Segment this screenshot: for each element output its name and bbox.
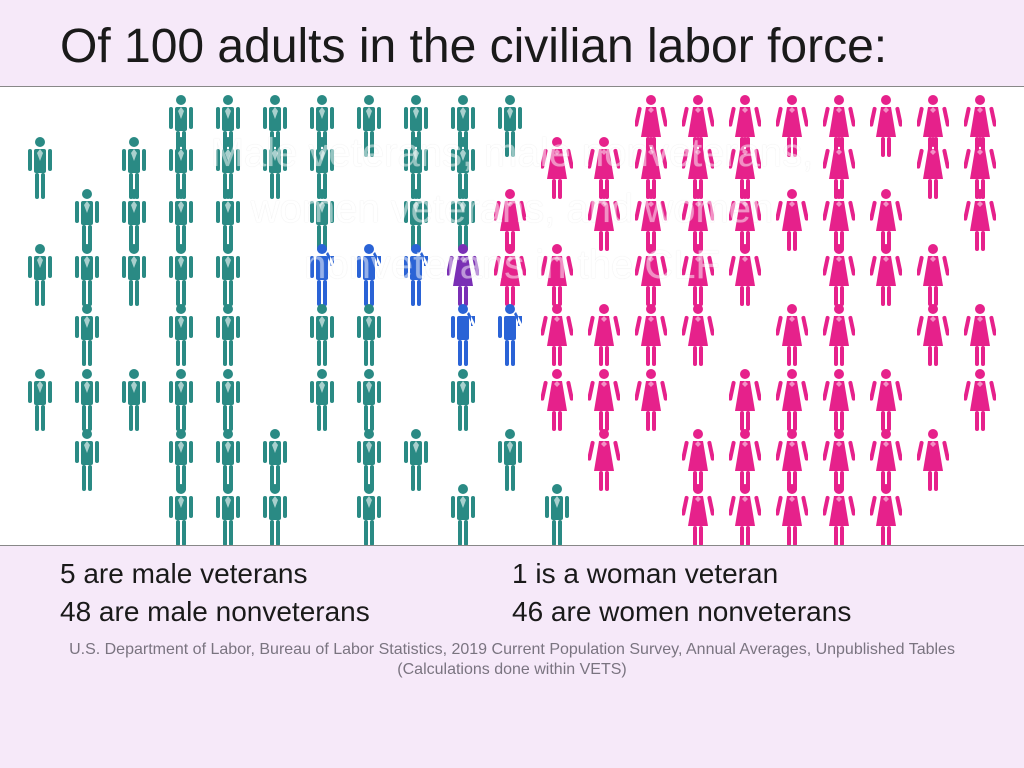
- female-nonvet-icon: [964, 367, 996, 437]
- legend-female-nonvet: 46 are women nonveterans: [512, 596, 964, 628]
- legend-female-vet: 1 is a woman veteran: [512, 558, 964, 590]
- infographic-page: Of 100 adults in the civilian labor forc…: [0, 0, 1024, 768]
- icon-cloud: [0, 87, 1024, 545]
- male-nonvet-icon: [494, 427, 526, 497]
- female-nonvet-icon: [541, 367, 573, 437]
- female-nonvet-icon: [682, 302, 714, 372]
- male-vet-icon: [494, 302, 526, 372]
- male-nonvet-icon: [24, 242, 56, 312]
- female-nonvet-icon: [823, 302, 855, 372]
- female-nonvet-icon: [870, 242, 902, 312]
- male-nonvet-icon: [212, 482, 244, 546]
- female-nonvet-icon: [729, 482, 761, 546]
- legend-col-female: 1 is a woman veteran 46 are women nonvet…: [512, 558, 964, 634]
- legend-col-male: 5 are male veterans 48 are male nonveter…: [60, 558, 512, 634]
- male-nonvet-icon: [306, 302, 338, 372]
- male-nonvet-icon: [24, 135, 56, 205]
- female-nonvet-icon: [776, 302, 808, 372]
- female-nonvet-icon: [870, 93, 902, 163]
- female-nonvet-icon: [870, 482, 902, 546]
- female-nonvet-icon: [964, 187, 996, 257]
- legend: 5 are male veterans 48 are male nonveter…: [0, 546, 1024, 638]
- female-nonvet-icon: [917, 427, 949, 497]
- female-nonvet-icon: [776, 482, 808, 546]
- female-nonvet-icon: [541, 135, 573, 205]
- male-vet-icon: [400, 242, 432, 312]
- male-nonvet-icon: [447, 367, 479, 437]
- male-nonvet-icon: [306, 367, 338, 437]
- female-nonvet-icon: [917, 302, 949, 372]
- male-nonvet-icon: [541, 482, 573, 546]
- male-nonvet-icon: [165, 302, 197, 372]
- male-nonvet-icon: [24, 367, 56, 437]
- legend-male-vet: 5 are male veterans: [60, 558, 512, 590]
- title-bar: Of 100 adults in the civilian labor forc…: [0, 0, 1024, 86]
- female-nonvet-icon: [823, 482, 855, 546]
- male-nonvet-icon: [447, 482, 479, 546]
- female-nonvet-icon: [917, 135, 949, 205]
- male-nonvet-icon: [71, 427, 103, 497]
- page-title: Of 100 adults in the civilian labor forc…: [60, 18, 964, 76]
- female-nonvet-icon: [588, 427, 620, 497]
- male-nonvet-icon: [353, 302, 385, 372]
- male-nonvet-icon: [212, 302, 244, 372]
- female-nonvet-icon: [541, 302, 573, 372]
- male-nonvet-icon: [353, 482, 385, 546]
- female-nonvet-icon: [682, 482, 714, 546]
- legend-male-nonvet: 48 are male nonveterans: [60, 596, 512, 628]
- male-nonvet-icon: [71, 302, 103, 372]
- pictogram-chart: Male veterans, male nonveterans, women v…: [0, 86, 1024, 546]
- female-nonvet-icon: [964, 302, 996, 372]
- male-nonvet-icon: [400, 427, 432, 497]
- male-nonvet-icon: [165, 482, 197, 546]
- source-line-2: (Calculations done within VETS): [40, 660, 984, 680]
- female-nonvet-icon: [588, 302, 620, 372]
- male-nonvet-icon: [353, 93, 385, 163]
- female-nonvet-icon: [729, 242, 761, 312]
- male-nonvet-icon: [259, 135, 291, 205]
- female-nonvet-icon: [588, 187, 620, 257]
- male-nonvet-icon: [118, 242, 150, 312]
- male-nonvet-icon: [118, 367, 150, 437]
- male-nonvet-icon: [494, 93, 526, 163]
- female-nonvet-icon: [776, 187, 808, 257]
- female-nonvet-icon: [635, 302, 667, 372]
- source-citation: U.S. Department of Labor, Bureau of Labo…: [0, 638, 1024, 688]
- female-nonvet-icon: [776, 93, 808, 163]
- male-vet-icon: [447, 302, 479, 372]
- source-line-1: U.S. Department of Labor, Bureau of Labo…: [40, 640, 984, 660]
- male-nonvet-icon: [259, 482, 291, 546]
- female-nonvet-icon: [635, 367, 667, 437]
